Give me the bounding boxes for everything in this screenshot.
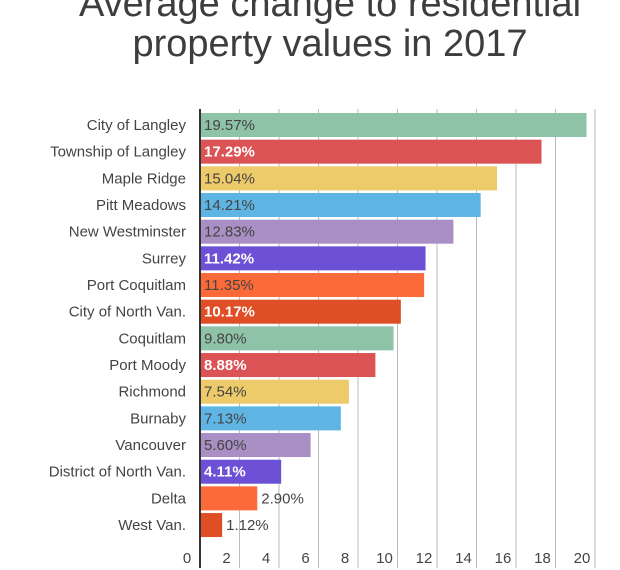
- bar: [200, 193, 481, 218]
- category-label: Delta: [151, 490, 187, 507]
- data-label: 7.54%: [204, 384, 247, 401]
- data-label: 1.12%: [226, 517, 269, 534]
- category-label: Pitt Meadows: [96, 197, 186, 214]
- x-tick-label: 18: [534, 550, 551, 567]
- category-label: Richmond: [118, 384, 186, 401]
- bar: [200, 326, 394, 351]
- bar: [200, 273, 425, 298]
- category-label: Maple Ridge: [102, 170, 186, 187]
- category-label: City of North Van.: [69, 304, 186, 321]
- x-tick-label: 2: [222, 550, 230, 567]
- data-label: 9.80%: [204, 330, 247, 347]
- bar: [200, 139, 542, 164]
- bar: [200, 379, 349, 404]
- category-label: Port Moody: [109, 357, 186, 374]
- data-label: 17.29%: [204, 144, 255, 161]
- category-label: New Westminster: [69, 224, 186, 241]
- bar: [200, 406, 341, 431]
- x-tick-label: 10: [376, 550, 393, 567]
- bar: [200, 299, 401, 324]
- data-label: 14.21%: [204, 197, 255, 214]
- x-tick-label: 6: [301, 550, 309, 567]
- bar: [200, 113, 587, 137]
- category-label: City of Langley: [87, 117, 187, 134]
- chart-title: Average change to residential property v…: [0, 0, 620, 64]
- bar: [200, 246, 426, 271]
- x-tick-label: 12: [416, 550, 433, 567]
- data-label: 12.83%: [204, 224, 255, 241]
- data-label: 5.60%: [204, 437, 247, 454]
- x-tick-label: 14: [455, 550, 472, 567]
- x-tick-label: 8: [341, 550, 349, 567]
- bar: [200, 486, 258, 511]
- category-label: Port Coquitlam: [87, 277, 186, 294]
- data-label: 11.42%: [204, 250, 254, 267]
- data-label: 10.17%: [204, 304, 255, 321]
- category-label: Surrey: [142, 250, 187, 267]
- bar: [200, 219, 454, 244]
- category-label: District of North Van.: [49, 464, 186, 481]
- title-line-2: property values in 2017: [132, 23, 528, 65]
- category-label: Burnaby: [130, 410, 186, 427]
- bar: [200, 353, 376, 378]
- data-label: 2.90%: [261, 490, 304, 507]
- title-line-1: Average change to residential: [78, 0, 582, 25]
- bar: [200, 459, 282, 484]
- category-label: Vancouver: [115, 437, 186, 454]
- x-tick-label: 20: [574, 550, 591, 567]
- bar: [200, 433, 311, 458]
- bar: [200, 166, 498, 191]
- data-label: 7.13%: [204, 410, 247, 427]
- category-label: West Van.: [118, 517, 186, 534]
- x-tick-label: 4: [262, 550, 270, 567]
- data-label: 11.35%: [204, 277, 254, 294]
- data-label: 4.11%: [204, 464, 246, 481]
- data-label: 19.57%: [204, 117, 255, 134]
- data-label: 15.04%: [204, 170, 255, 187]
- category-label: Coquitlam: [118, 330, 186, 347]
- x-tick-label: 0: [183, 550, 191, 567]
- x-tick-label: 16: [495, 550, 512, 567]
- data-label: 8.88%: [204, 357, 247, 374]
- bar: [200, 513, 223, 538]
- category-label: Township of Langley: [50, 144, 186, 161]
